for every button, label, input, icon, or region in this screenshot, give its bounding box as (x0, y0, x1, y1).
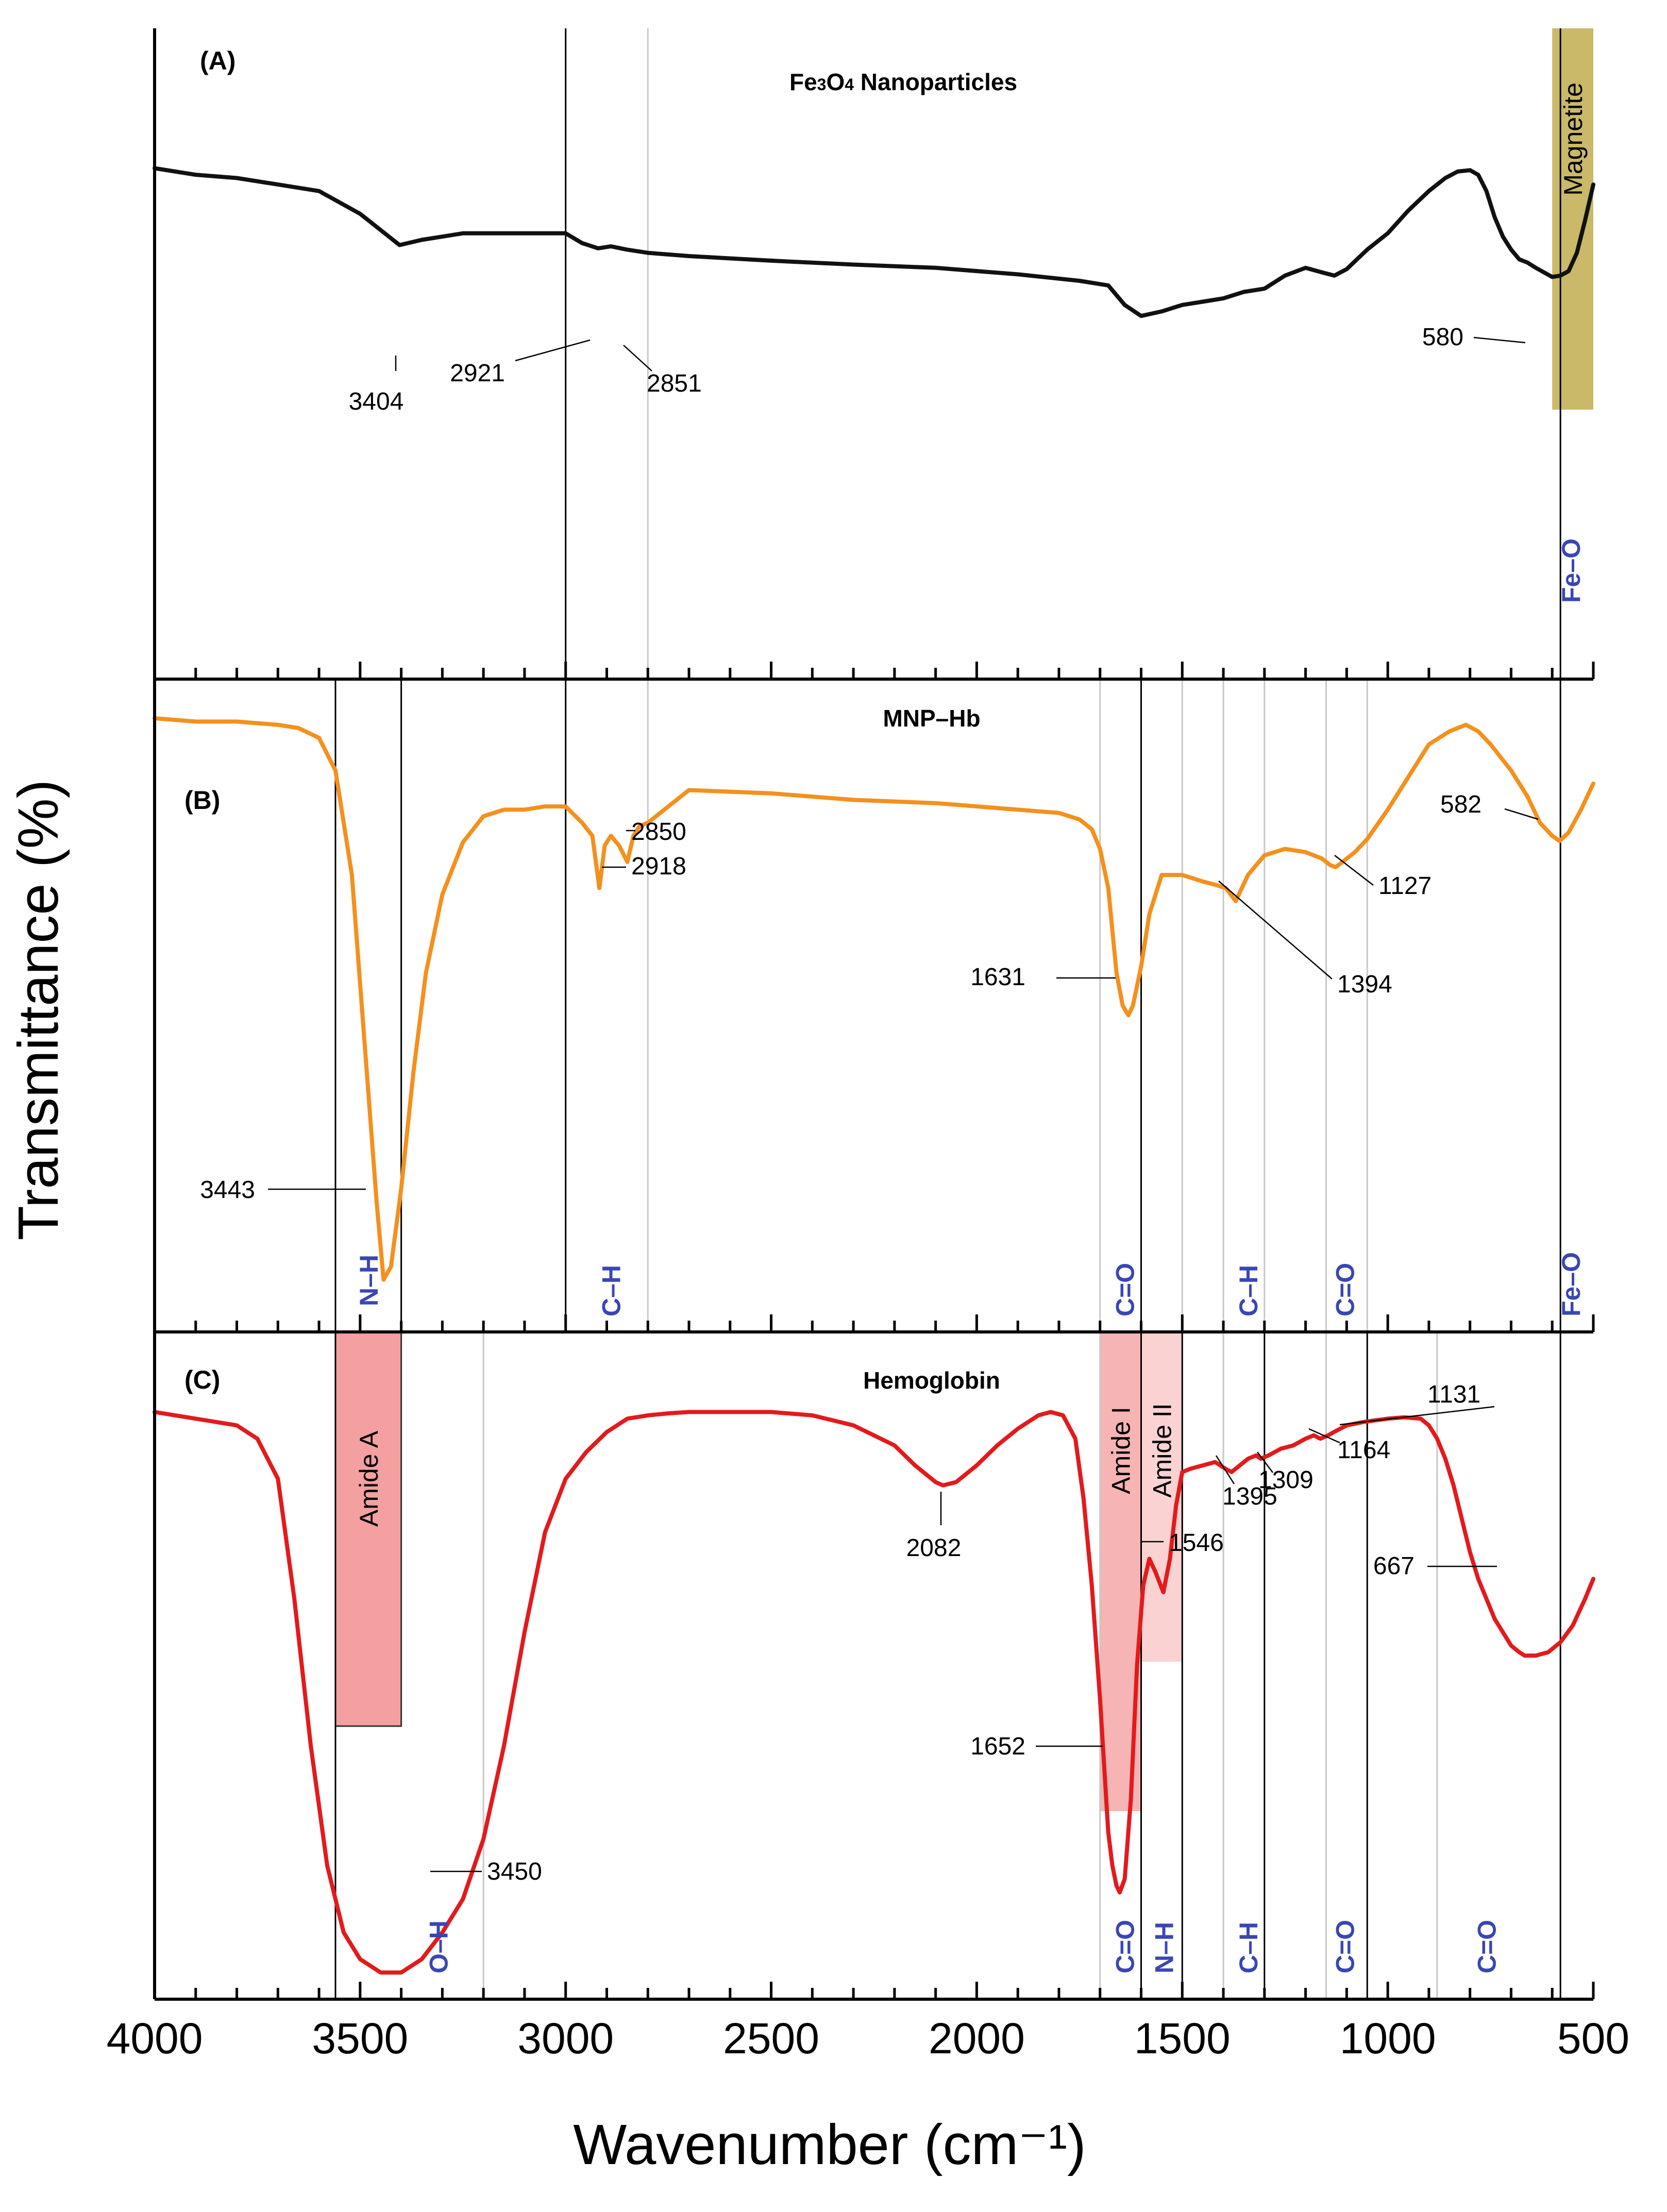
peak-label-1652: 1652 (970, 1733, 1025, 1760)
peak-leader-580 (1473, 336, 1526, 344)
bond-label-ch: C–H (1234, 1265, 1263, 1316)
spectrum-line-hemoglobin (153, 1410, 1595, 1975)
peak-leader-1127 (1334, 855, 1374, 886)
reference-line-layer (334, 28, 1561, 1999)
panel-label: (B) (184, 786, 220, 815)
region-label-amide-i: Amide I (1107, 1407, 1136, 1494)
panel-title: Hemoglobin (863, 1367, 1000, 1394)
bond-label-ch: C–H (1234, 1922, 1263, 1973)
region-label-magnetite: Magnetite (1559, 82, 1588, 196)
peak-label-2921: 2921 (450, 360, 505, 387)
peak-label-1394: 1394 (1337, 971, 1392, 998)
peak-label-2082: 2082 (906, 1534, 962, 1562)
x-tick-label: 2500 (723, 2014, 819, 2063)
x-tick-label: 1500 (1134, 2014, 1231, 2063)
peak-label-2918: 2918 (631, 853, 686, 880)
peak-label-667: 667 (1373, 1552, 1415, 1580)
peak-label-1546: 1546 (1169, 1529, 1224, 1557)
peak-label-580: 580 (1422, 324, 1463, 351)
bond-label-nh: N–H (1150, 1922, 1178, 1973)
peak-label-3443: 3443 (200, 1176, 255, 1204)
x-tick-label: 3500 (312, 2014, 408, 2063)
peak-label-582: 582 (1440, 791, 1481, 818)
x-tick-label: 2000 (929, 2014, 1025, 2063)
peak-label-1164: 1164 (1337, 1437, 1390, 1464)
peak-leader-2851 (623, 345, 652, 372)
bond-label-ch: C–H (597, 1265, 626, 1316)
peak-leader-1394 (1218, 881, 1333, 980)
peak-label-1631: 1631 (970, 964, 1025, 991)
peak-label-1395: 1395 (1222, 1483, 1277, 1510)
bond-label-co: C=O (1473, 1920, 1502, 1973)
region-label-amide-ii: Amide II (1148, 1403, 1176, 1497)
peak-label-3450: 3450 (487, 1858, 542, 1885)
bond-label-nh: N–H (355, 1255, 383, 1306)
panel-title-part: 4 (845, 75, 854, 94)
spectrum-layer (153, 166, 1595, 1975)
peak-leader-1164 (1308, 1428, 1340, 1444)
panel-title-part: Fe (789, 69, 817, 95)
x-axis-title: Wavenumber (cm⁻¹) (573, 2113, 1086, 2176)
x-tick-label: 500 (1557, 2014, 1629, 2063)
panel-title-part: 3 (817, 75, 827, 94)
bond-label-oh: O–H (424, 1920, 453, 1973)
x-tick-label: 1000 (1340, 2014, 1436, 2063)
panel-title: MNP–Hb (883, 705, 980, 732)
peak-label-1131: 1131 (1427, 1381, 1480, 1408)
peak-leader-1309 (1257, 1451, 1273, 1473)
bond-label-co: C=O (1331, 1920, 1359, 1973)
peak-label-1309: 1309 (1258, 1466, 1314, 1494)
peak-leader-1395 (1215, 1455, 1235, 1484)
bond-label-co: C=O (1331, 1263, 1359, 1316)
region-amide-a (334, 1331, 402, 1727)
axis-frame-layer (153, 28, 1595, 2001)
peak-leader-2921 (515, 339, 591, 362)
panel-label: (A) (200, 46, 235, 75)
x-tick-label: 3000 (517, 2014, 614, 2063)
panel-title: Fe3O4 Nanoparticles (789, 69, 1017, 95)
peak-label-2850: 2850 (631, 818, 686, 846)
panel-title-part: O (826, 69, 845, 95)
region-label-amide-a: Amide A (355, 1430, 383, 1527)
peak-leader-582 (1504, 808, 1539, 820)
peak-leader-1131 (1339, 1406, 1495, 1426)
peak-label-2851: 2851 (647, 370, 702, 397)
bond-label-co: C=O (1111, 1920, 1140, 1973)
peak-label-3404: 3404 (349, 388, 404, 415)
bond-label-feo: Fe–O (1557, 1252, 1586, 1316)
y-axis-title: Transmittance (%) (7, 780, 70, 1240)
bond-label-co: C=O (1111, 1263, 1140, 1316)
panel-label: (C) (184, 1365, 220, 1394)
spectrum-line-fe3o4 (153, 166, 1595, 318)
panel-title-part: Nanoparticles (854, 69, 1017, 95)
region-amide-ii (1141, 1332, 1183, 1662)
spectrum-line-mnp-hb (153, 716, 1595, 1282)
bond-label-feo: Fe–O (1557, 538, 1586, 603)
x-tick-label: 4000 (107, 2014, 203, 2063)
peak-label-1127: 1127 (1378, 872, 1432, 900)
